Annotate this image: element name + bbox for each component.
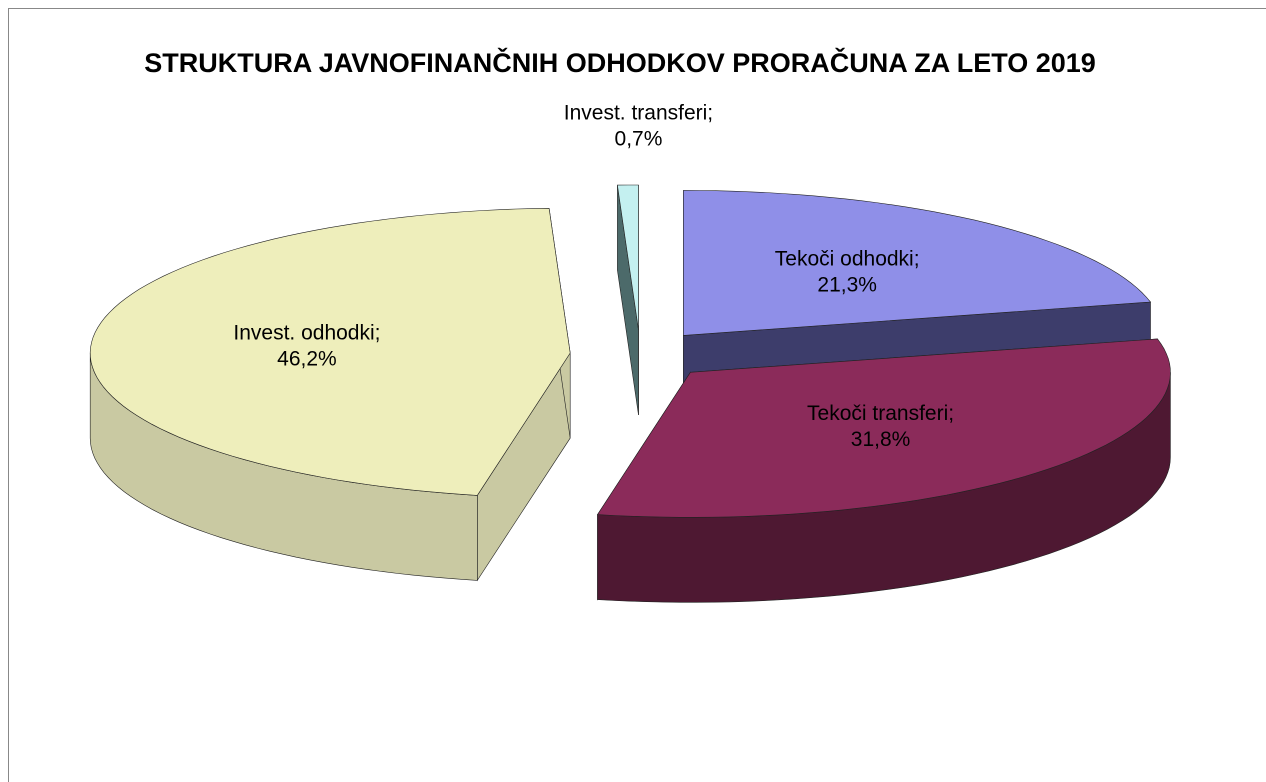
slice-top — [89, 207, 571, 496]
data-label-value: 46,2% — [277, 348, 337, 371]
slice-top — [683, 190, 1152, 336]
chart-frame — [8, 8, 1266, 782]
pie-slice — [596, 338, 1171, 603]
data-label-name: Tekoči odhodki; — [775, 247, 920, 270]
pie-slice — [617, 184, 639, 416]
slice-top — [596, 338, 1171, 518]
data-label-value: 21,3% — [817, 273, 877, 296]
data-label-name: Invest. odhodki; — [233, 322, 380, 345]
data-label-name: Tekoči transferi; — [807, 402, 954, 425]
slice-top — [617, 184, 639, 331]
data-label-name: Invest. transferi; — [564, 102, 713, 125]
pie-slice — [89, 207, 571, 582]
data-label-value: 31,8% — [851, 428, 911, 451]
data-label-value: 0,7% — [615, 128, 663, 151]
chart-title: STRUKTURA JAVNOFINANČNIH ODHODKOV PRORAČ… — [144, 48, 1096, 78]
